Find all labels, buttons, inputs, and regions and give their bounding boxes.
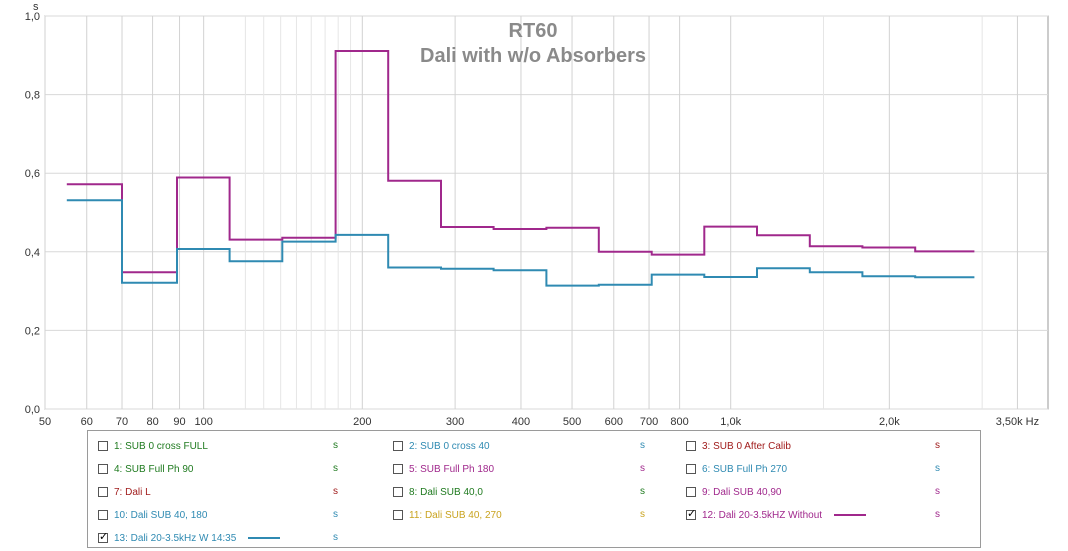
legend-checkbox[interactable] [686,487,696,497]
x-tick-label: 60 [81,416,93,428]
legend-item[interactable]: 2: SUB 0 cross 40 [393,437,490,455]
legend-item[interactable]: 13: Dali 20-3.5kHz W 14:35 [98,529,281,547]
legend-checkbox[interactable] [393,464,403,474]
legend-label: 7: Dali L [114,486,151,498]
chart-title: RT60 [509,20,558,42]
x-tick-label: 200 [353,416,371,428]
legend-checkbox[interactable] [98,464,108,474]
legend-line-swatch [248,537,281,539]
legend-unit: s [333,463,338,474]
y-axis-label: s [33,1,39,13]
legend-item[interactable]: 6: SUB Full Ph 270 [686,460,787,478]
legend-unit: s [640,463,645,474]
legend-unit: s [333,532,338,543]
legend-label: 8: Dali SUB 40,0 [409,486,483,498]
legend-checkbox[interactable] [98,510,108,520]
x-tick-label: 800 [670,416,688,428]
grid-lines [44,15,1048,410]
legend-unit: s [333,486,338,497]
x-tick-label: 90 [173,416,185,428]
rt60-chart: 0,0 0,2 0,4 0,6 0,8 1,0 50 60 70 80 90 100 200 300 400… [25,1,1049,428]
x-tick-label: 400 [512,416,530,428]
legend-item[interactable]: 4: SUB Full Ph 90 [98,460,193,478]
y-tick-label: 0,0 [25,404,40,416]
y-tick-label: 0,4 [25,247,40,259]
legend-label: 2: SUB 0 cross 40 [409,440,490,452]
series-line [66,199,975,287]
legend-label: 11: Dali SUB 40, 270 [409,509,502,521]
legend-item[interactable]: 12: Dali 20-3.5kHZ Without [686,506,867,524]
y-tick-label: 0,2 [25,325,40,337]
legend-checkbox[interactable] [98,530,108,543]
legend-unit: s [935,440,940,451]
legend-unit: s [640,509,645,520]
x-tick-label: 500 [563,416,581,428]
legend-checkbox[interactable] [686,507,696,520]
legend-unit: s [333,440,338,451]
legend-label: 6: SUB Full Ph 270 [702,463,788,475]
legend-label: 12: Dali 20-3.5kHZ Without [702,509,823,521]
legend-item[interactable]: 5: SUB Full Ph 180 [393,460,494,478]
legend-item[interactable]: 9: Dali SUB 40,90 [686,483,782,501]
legend-label: 3: SUB 0 After Calib [702,440,791,452]
data-series [66,50,975,287]
x-tick-label: 80 [146,416,158,428]
x-tick-label: 100 [194,416,212,428]
legend-checkbox[interactable] [98,487,108,497]
legend-label: 10: Dali SUB 40, 180 [114,509,208,521]
legend-label: 13: Dali 20-3.5kHz W 14:35 [114,532,237,544]
legend-label: 9: Dali SUB 40,90 [702,486,782,498]
x-tick-label: 50 [39,416,51,428]
y-tick-label: 1,0 [25,11,40,23]
chart-subtitle: Dali with w/o Absorbers [420,45,646,67]
legend-item[interactable]: 11: Dali SUB 40, 270 [393,506,502,524]
x-tick-label: 700 [640,416,658,428]
y-tick-label: 0,6 [25,168,40,180]
x-tick-label: 3,50k Hz [996,416,1039,428]
legend-unit: s [935,463,940,474]
legend-checkbox[interactable] [98,441,108,451]
legend-unit: s [935,509,940,520]
legend-item[interactable]: 8: Dali SUB 40,0 [393,483,483,501]
legend-item[interactable]: 7: Dali L [98,483,151,501]
legend-unit: s [640,486,645,497]
legend-item[interactable]: 1: SUB 0 cross FULL [98,437,208,455]
legend-panel: 1: SUB 0 cross FULL s 2: SUB 0 cross 40 s 3:… [87,430,981,548]
series-line [66,50,975,274]
legend-checkbox[interactable] [393,441,403,451]
legend-line-swatch [834,514,867,516]
legend-label: 1: SUB 0 cross FULL [114,440,208,452]
x-tick-label: 70 [116,416,128,428]
legend-checkbox[interactable] [393,487,403,497]
legend-checkbox[interactable] [686,441,696,451]
axis-ticks: 0,0 0,2 0,4 0,6 0,8 1,0 50 60 70 80 90 100 200 300 400… [25,11,1039,428]
legend-label: 4: SUB Full Ph 90 [114,463,194,475]
legend-checkbox[interactable] [686,464,696,474]
x-tick-label: 300 [446,416,464,428]
legend-item[interactable]: 10: Dali SUB 40, 180 [98,506,207,524]
x-tick-label: 1,0k [720,416,741,428]
legend-checkbox[interactable] [393,510,403,520]
plot-area [44,15,1049,410]
legend-unit: s [935,486,940,497]
x-tick-label: 2,0k [879,416,900,428]
legend-unit: s [640,440,645,451]
x-tick-label: 600 [605,416,623,428]
y-tick-label: 0,8 [25,90,40,102]
legend-unit: s [333,509,338,520]
legend-item[interactable]: 3: SUB 0 After Calib [686,437,791,455]
legend-label: 5: SUB Full Ph 180 [409,463,495,475]
